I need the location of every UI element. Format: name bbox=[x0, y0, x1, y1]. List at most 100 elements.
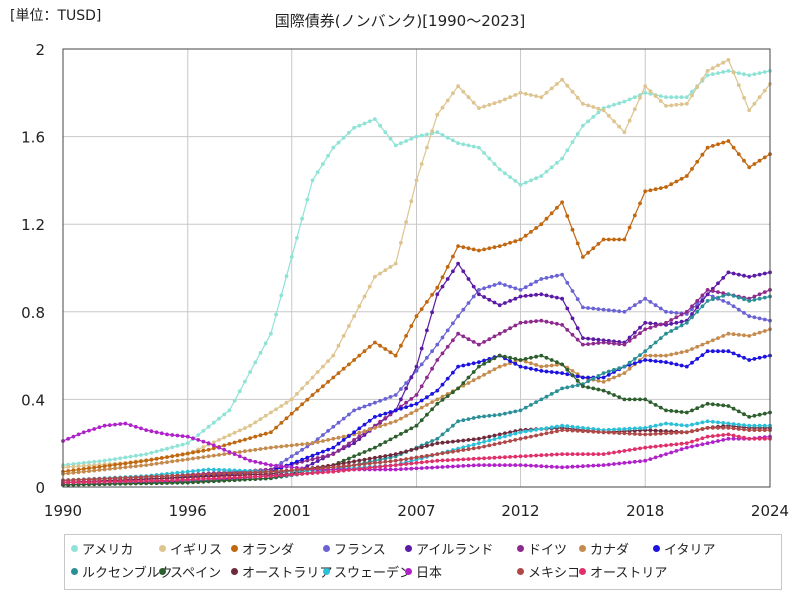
x-tick-label: 2007 bbox=[397, 502, 435, 520]
data-point bbox=[679, 410, 684, 414]
data-point bbox=[253, 360, 258, 365]
data-point bbox=[523, 92, 528, 96]
data-point bbox=[721, 438, 726, 442]
data-point bbox=[305, 441, 310, 446]
data-point bbox=[695, 305, 700, 310]
data-point bbox=[180, 452, 185, 457]
legend-label: ルクセンブルク bbox=[82, 565, 173, 581]
data-point bbox=[570, 289, 575, 293]
data-point bbox=[217, 416, 221, 421]
data-point bbox=[222, 412, 227, 417]
data-point bbox=[232, 471, 237, 476]
data-point bbox=[664, 95, 668, 100]
data-point bbox=[315, 437, 320, 441]
data-point bbox=[664, 320, 668, 325]
data-point bbox=[518, 436, 523, 441]
data-point bbox=[565, 452, 570, 456]
y-tick-label: 0.4 bbox=[21, 391, 45, 409]
data-point bbox=[331, 145, 336, 150]
data-point bbox=[165, 478, 169, 483]
data-point bbox=[674, 315, 679, 320]
data-point bbox=[555, 161, 559, 165]
data-point bbox=[87, 480, 91, 484]
data-point bbox=[700, 353, 705, 357]
data-point bbox=[612, 119, 616, 124]
data-point bbox=[622, 130, 627, 135]
data-point bbox=[393, 419, 398, 424]
data-point bbox=[295, 451, 299, 455]
data-point bbox=[549, 165, 554, 170]
data-point bbox=[440, 351, 445, 356]
data-point bbox=[128, 475, 133, 480]
data-point bbox=[154, 461, 159, 466]
data-point bbox=[425, 465, 429, 470]
data-point bbox=[658, 94, 663, 98]
data-point bbox=[440, 432, 445, 437]
data-point bbox=[373, 455, 377, 460]
data-point bbox=[289, 443, 294, 448]
data-point bbox=[445, 428, 450, 432]
data-point bbox=[430, 366, 434, 371]
data-point bbox=[684, 410, 689, 415]
data-point bbox=[534, 400, 538, 404]
data-point bbox=[367, 344, 372, 349]
data-point bbox=[560, 386, 564, 391]
data-point bbox=[721, 403, 726, 408]
data-point bbox=[534, 464, 538, 468]
data-point bbox=[492, 437, 497, 441]
data-point bbox=[643, 432, 648, 437]
data-point bbox=[684, 349, 689, 354]
data-point bbox=[534, 279, 538, 284]
data-point bbox=[471, 294, 476, 299]
data-point bbox=[399, 397, 403, 402]
chart-title: 国際債券(ノンバンク)[1990～2023] bbox=[275, 12, 526, 30]
data-point bbox=[435, 292, 440, 297]
data-point bbox=[352, 454, 356, 459]
data-point bbox=[393, 393, 398, 397]
data-point bbox=[76, 467, 81, 472]
data-point bbox=[211, 440, 216, 445]
data-point bbox=[139, 475, 143, 479]
data-point bbox=[222, 443, 227, 448]
data-point bbox=[581, 429, 585, 434]
data-point bbox=[617, 309, 622, 314]
data-point bbox=[227, 442, 232, 446]
data-point bbox=[263, 470, 268, 474]
data-point bbox=[549, 392, 554, 396]
data-point bbox=[575, 297, 580, 302]
data-point bbox=[477, 248, 481, 253]
data-point bbox=[555, 452, 559, 457]
data-point bbox=[544, 90, 549, 95]
data-point bbox=[705, 434, 710, 439]
data-point bbox=[133, 460, 138, 464]
data-point bbox=[128, 460, 133, 465]
data-point bbox=[695, 357, 700, 361]
data-point bbox=[586, 379, 590, 384]
data-point bbox=[492, 334, 497, 339]
data-point bbox=[274, 445, 278, 449]
data-point bbox=[596, 430, 601, 434]
data-point bbox=[81, 480, 86, 485]
data-point bbox=[497, 167, 502, 172]
data-point bbox=[617, 124, 622, 129]
data-point bbox=[674, 311, 679, 315]
data-point bbox=[726, 301, 731, 305]
data-point bbox=[534, 319, 538, 323]
data-point bbox=[622, 449, 627, 453]
data-point bbox=[591, 452, 596, 456]
data-point bbox=[383, 454, 388, 458]
data-point bbox=[695, 302, 700, 306]
data-point bbox=[378, 413, 382, 418]
data-point bbox=[606, 427, 611, 432]
data-point bbox=[570, 140, 575, 145]
data-point bbox=[731, 271, 736, 276]
data-point bbox=[269, 463, 273, 467]
data-point bbox=[653, 455, 658, 460]
data-point bbox=[736, 295, 741, 300]
data-point bbox=[643, 426, 648, 430]
data-point bbox=[508, 439, 512, 443]
data-point bbox=[674, 362, 679, 367]
data-point bbox=[544, 216, 549, 221]
data-point bbox=[430, 400, 434, 404]
data-point bbox=[674, 102, 679, 107]
